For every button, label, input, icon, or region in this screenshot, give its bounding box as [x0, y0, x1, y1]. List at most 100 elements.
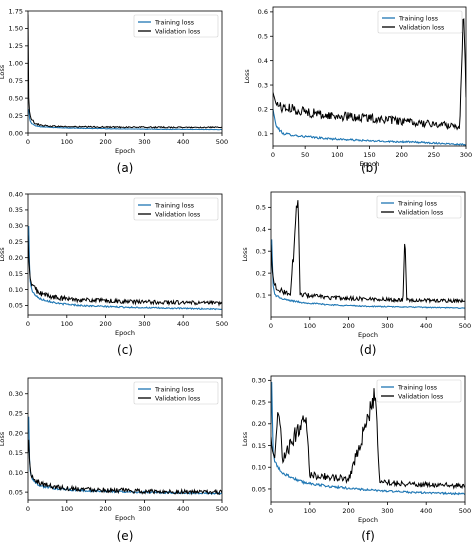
- series-line-validation-loss: [28, 439, 222, 496]
- plot-frame: [27, 377, 223, 501]
- x-tick-label: 100: [331, 151, 343, 159]
- x-tick-label: 100: [61, 505, 73, 513]
- legend-label: Training loss: [398, 15, 438, 22]
- y-tick-label: 0.50: [9, 94, 23, 102]
- x-tick-label: 0: [269, 507, 273, 515]
- legend: Training loss Validation loss: [133, 381, 219, 405]
- y-tick-label: 0.05: [9, 488, 23, 496]
- series-line-training-loss: [28, 416, 222, 496]
- chart-panel-d: 0 100 200 300 400 500 0.1 0.2 0.3 0.4 0.5 Epoch Loss…: [241, 191, 471, 357]
- legend: Training loss Validation loss: [133, 197, 219, 221]
- x-tick-label: 0: [269, 322, 273, 330]
- y-tick-label: 0.30: [252, 377, 266, 385]
- series-line-validation-loss: [28, 14, 222, 129]
- x-axis-label: Epoch: [358, 331, 378, 339]
- series-line-validation-loss: [273, 18, 466, 131]
- y-tick-label: 0.25: [252, 398, 266, 406]
- legend-label: Validation loss: [155, 211, 200, 218]
- y-axis-label: Loss: [0, 247, 6, 262]
- x-axis-label: Epoch: [358, 516, 378, 524]
- x-tick-label: 200: [99, 505, 111, 513]
- y-tick-label: 0.00: [9, 129, 23, 137]
- series-line-validation-loss: [271, 388, 465, 490]
- y-tick-label: 0.30: [9, 390, 23, 398]
- y-axis-label: Loss: [0, 431, 6, 446]
- y-tick-label: 0.1: [258, 130, 268, 138]
- y-tick-label: 0.20: [252, 420, 266, 428]
- x-tick-label: 300: [138, 320, 150, 328]
- x-axis-label: Epoch: [115, 514, 135, 522]
- y-tick-label: 1.00: [9, 60, 23, 68]
- x-tick-label: 150: [363, 151, 375, 159]
- x-tick-label: 400: [177, 138, 189, 146]
- y-tick-label: 0.2: [256, 269, 266, 277]
- x-axis-label: Epoch: [115, 147, 135, 155]
- panel-caption: (c): [117, 343, 133, 357]
- y-tick-label: 0.25: [9, 238, 23, 246]
- x-tick-label: 100: [61, 320, 73, 328]
- y-tick-label: 0.3: [256, 248, 266, 256]
- y-tick-label: 0.15: [9, 449, 23, 457]
- x-tick-label: 0: [26, 138, 30, 146]
- y-tick-label: 0.4: [256, 226, 266, 234]
- x-tick-label: 250: [428, 151, 440, 159]
- x-tick-label: 100: [304, 507, 316, 515]
- y-tick-label: 0.15: [9, 270, 23, 278]
- y-tick-label: 0.5: [258, 33, 268, 41]
- x-axis-label: Epoch: [115, 329, 135, 337]
- legend: Training loss Validation loss: [133, 14, 219, 38]
- x-tick-label: 300: [138, 505, 150, 513]
- y-tick-label: 0.10: [9, 469, 23, 477]
- x-tick-label: 300: [460, 151, 472, 159]
- series-line-training-loss: [28, 109, 222, 131]
- y-tick-label: 0.25: [9, 112, 23, 120]
- y-tick-label: 1.25: [9, 42, 23, 50]
- y-tick-label: 0.6: [258, 8, 268, 16]
- plot-frame: [270, 375, 466, 503]
- chart-panel-c: 0 100 200 300 400 500 0.05 0.10 0.15 0.20 0.25 0.30…: [0, 190, 228, 357]
- x-tick-label: 300: [381, 322, 393, 330]
- chart-panel-e: 0 100 200 300 400 500 0.05 0.10 0.15 0.20 0.25 0.30…: [0, 377, 228, 543]
- chart-panel-a: 0 100 200 300 400 500 0.00 0.25 0.50 0.75 1.00 1.25…: [0, 7, 228, 175]
- panel-caption: (e): [117, 529, 134, 543]
- x-tick-label: 50: [301, 151, 309, 159]
- y-axis-label: Loss: [241, 431, 249, 446]
- plot-frame: [27, 10, 223, 134]
- legend-label: Validation loss: [399, 24, 444, 31]
- legend: Training loss Validation loss: [376, 195, 462, 219]
- legend: Training loss Validation loss: [377, 10, 463, 34]
- y-tick-label: 0.2: [258, 106, 268, 114]
- series-line-training-loss: [271, 239, 465, 309]
- x-tick-label: 200: [99, 138, 111, 146]
- legend-label: Training loss: [397, 200, 437, 207]
- legend-label: Validation loss: [398, 393, 443, 400]
- x-tick-label: 0: [26, 320, 30, 328]
- panel-caption: (a): [117, 161, 134, 175]
- chart-panel-f: 0 100 200 300 400 500 0.05 0.10 0.15 0.20 0.25 0.30…: [241, 375, 471, 543]
- x-tick-label: 200: [99, 320, 111, 328]
- x-tick-label: 0: [26, 505, 30, 513]
- y-tick-label: 0.10: [252, 464, 266, 472]
- legend-label: Validation loss: [155, 395, 200, 402]
- x-tick-label: 300: [381, 507, 393, 515]
- x-tick-label: 500: [216, 505, 228, 513]
- x-axis-label: Epoch: [360, 160, 380, 168]
- legend-label: Training loss: [154, 386, 194, 393]
- x-tick-label: 100: [61, 138, 73, 146]
- y-tick-label: 0.1: [256, 291, 266, 299]
- y-axis-label: Loss: [241, 247, 249, 262]
- x-tick-label: 200: [342, 507, 354, 515]
- y-tick-label: 0.40: [9, 190, 23, 198]
- y-tick-label: 0.3: [258, 81, 268, 89]
- x-tick-label: 500: [459, 507, 471, 515]
- legend-label: Validation loss: [155, 28, 200, 35]
- y-tick-label: 0.20: [9, 429, 23, 437]
- series-line-training-loss: [271, 381, 465, 496]
- y-tick-label: 0.4: [258, 57, 268, 65]
- x-tick-label: 400: [420, 507, 432, 515]
- legend-label: Training loss: [397, 384, 437, 391]
- panel-caption: (d): [360, 343, 377, 357]
- y-tick-label: 0.30: [9, 222, 23, 230]
- series-line-validation-loss: [28, 235, 222, 307]
